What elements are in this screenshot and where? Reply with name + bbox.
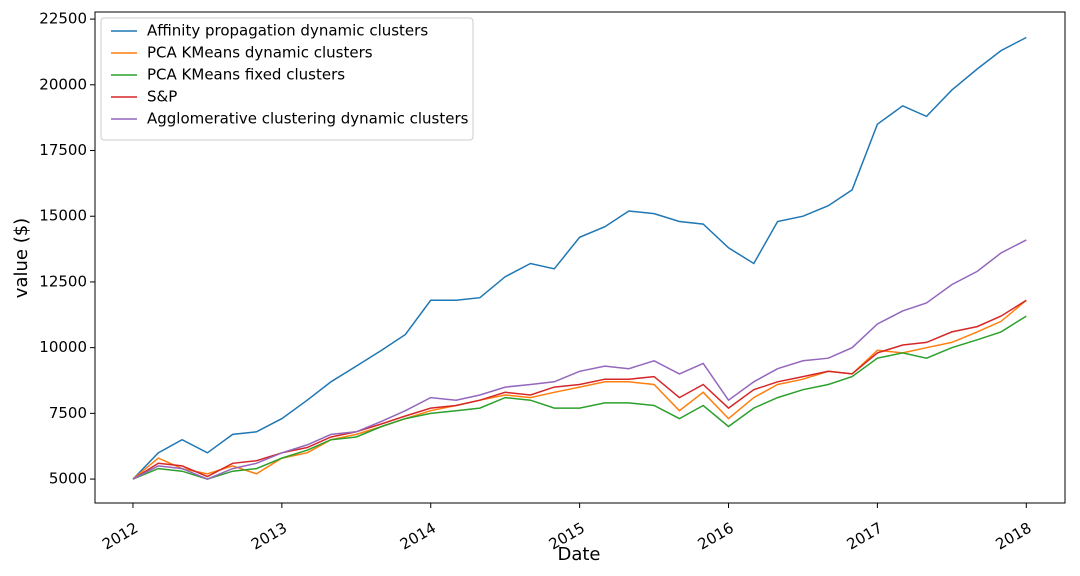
y-tick-label: 5000: [49, 470, 87, 488]
legend-label: PCA KMeans fixed clusters: [147, 66, 345, 84]
x-tick-label: 2017: [844, 519, 886, 554]
x-tick-label: 2018: [992, 519, 1034, 554]
y-tick-label: 12500: [39, 272, 87, 290]
y-tick-label: 15000: [39, 207, 87, 225]
legend-label: Affinity propagation dynamic clusters: [147, 22, 428, 40]
y-tick-label: 10000: [39, 338, 87, 356]
x-tick-label: 2016: [695, 519, 737, 554]
series-line: [132, 299, 1027, 480]
legend-label: S&P: [147, 88, 177, 106]
y-tick-label: 7500: [49, 404, 87, 422]
series-line: [132, 315, 1027, 480]
legend-label: PCA KMeans dynamic clusters: [147, 44, 373, 62]
series-line: [132, 299, 1027, 480]
y-tick-label: 22500: [39, 10, 87, 28]
series-line: [132, 36, 1027, 480]
legend-box: [100, 17, 474, 141]
legend-label: Agglomerative clustering dynamic cluster…: [147, 110, 469, 128]
x-axis-label: Date: [557, 544, 600, 565]
series-line: [132, 239, 1027, 480]
x-tick-label: 2014: [397, 519, 439, 554]
y-tick-label: 17500: [39, 141, 87, 159]
x-tick-label: 2012: [99, 519, 141, 554]
y-axis-label: value ($): [11, 218, 32, 298]
y-tick-label: 20000: [39, 75, 87, 93]
x-tick-label: 2013: [248, 519, 290, 554]
